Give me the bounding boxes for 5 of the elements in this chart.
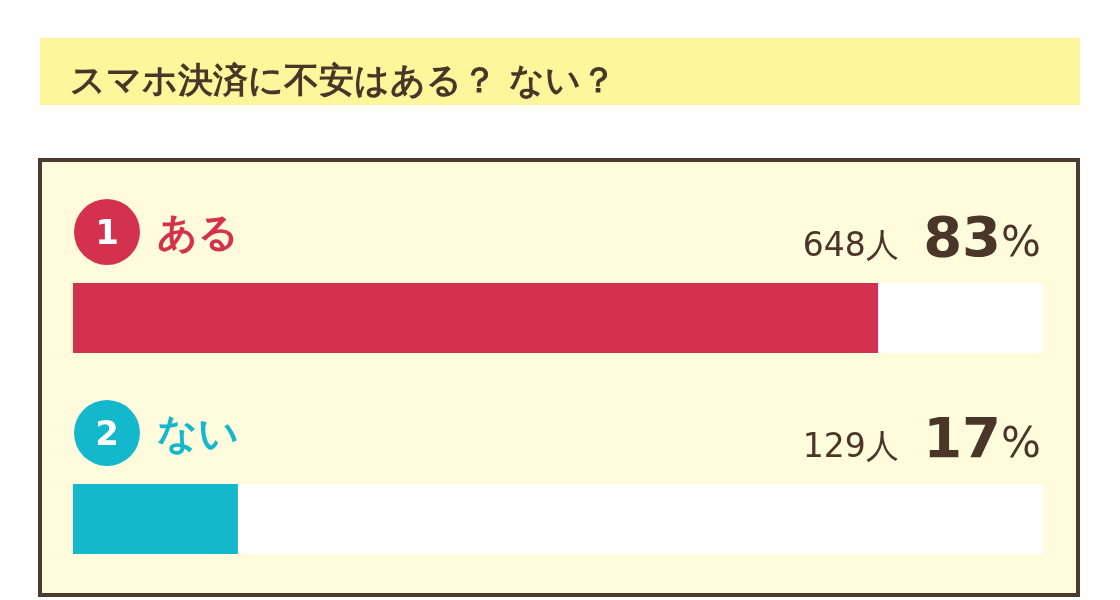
chart-title: スマホ決済に不安はある？ ない？ — [70, 59, 617, 100]
data-label: 648人 83% — [802, 204, 1041, 269]
y-tick-label: ない — [157, 410, 239, 456]
y-tick-label: ある — [157, 209, 239, 255]
data-label: 129人 17% — [802, 405, 1041, 470]
